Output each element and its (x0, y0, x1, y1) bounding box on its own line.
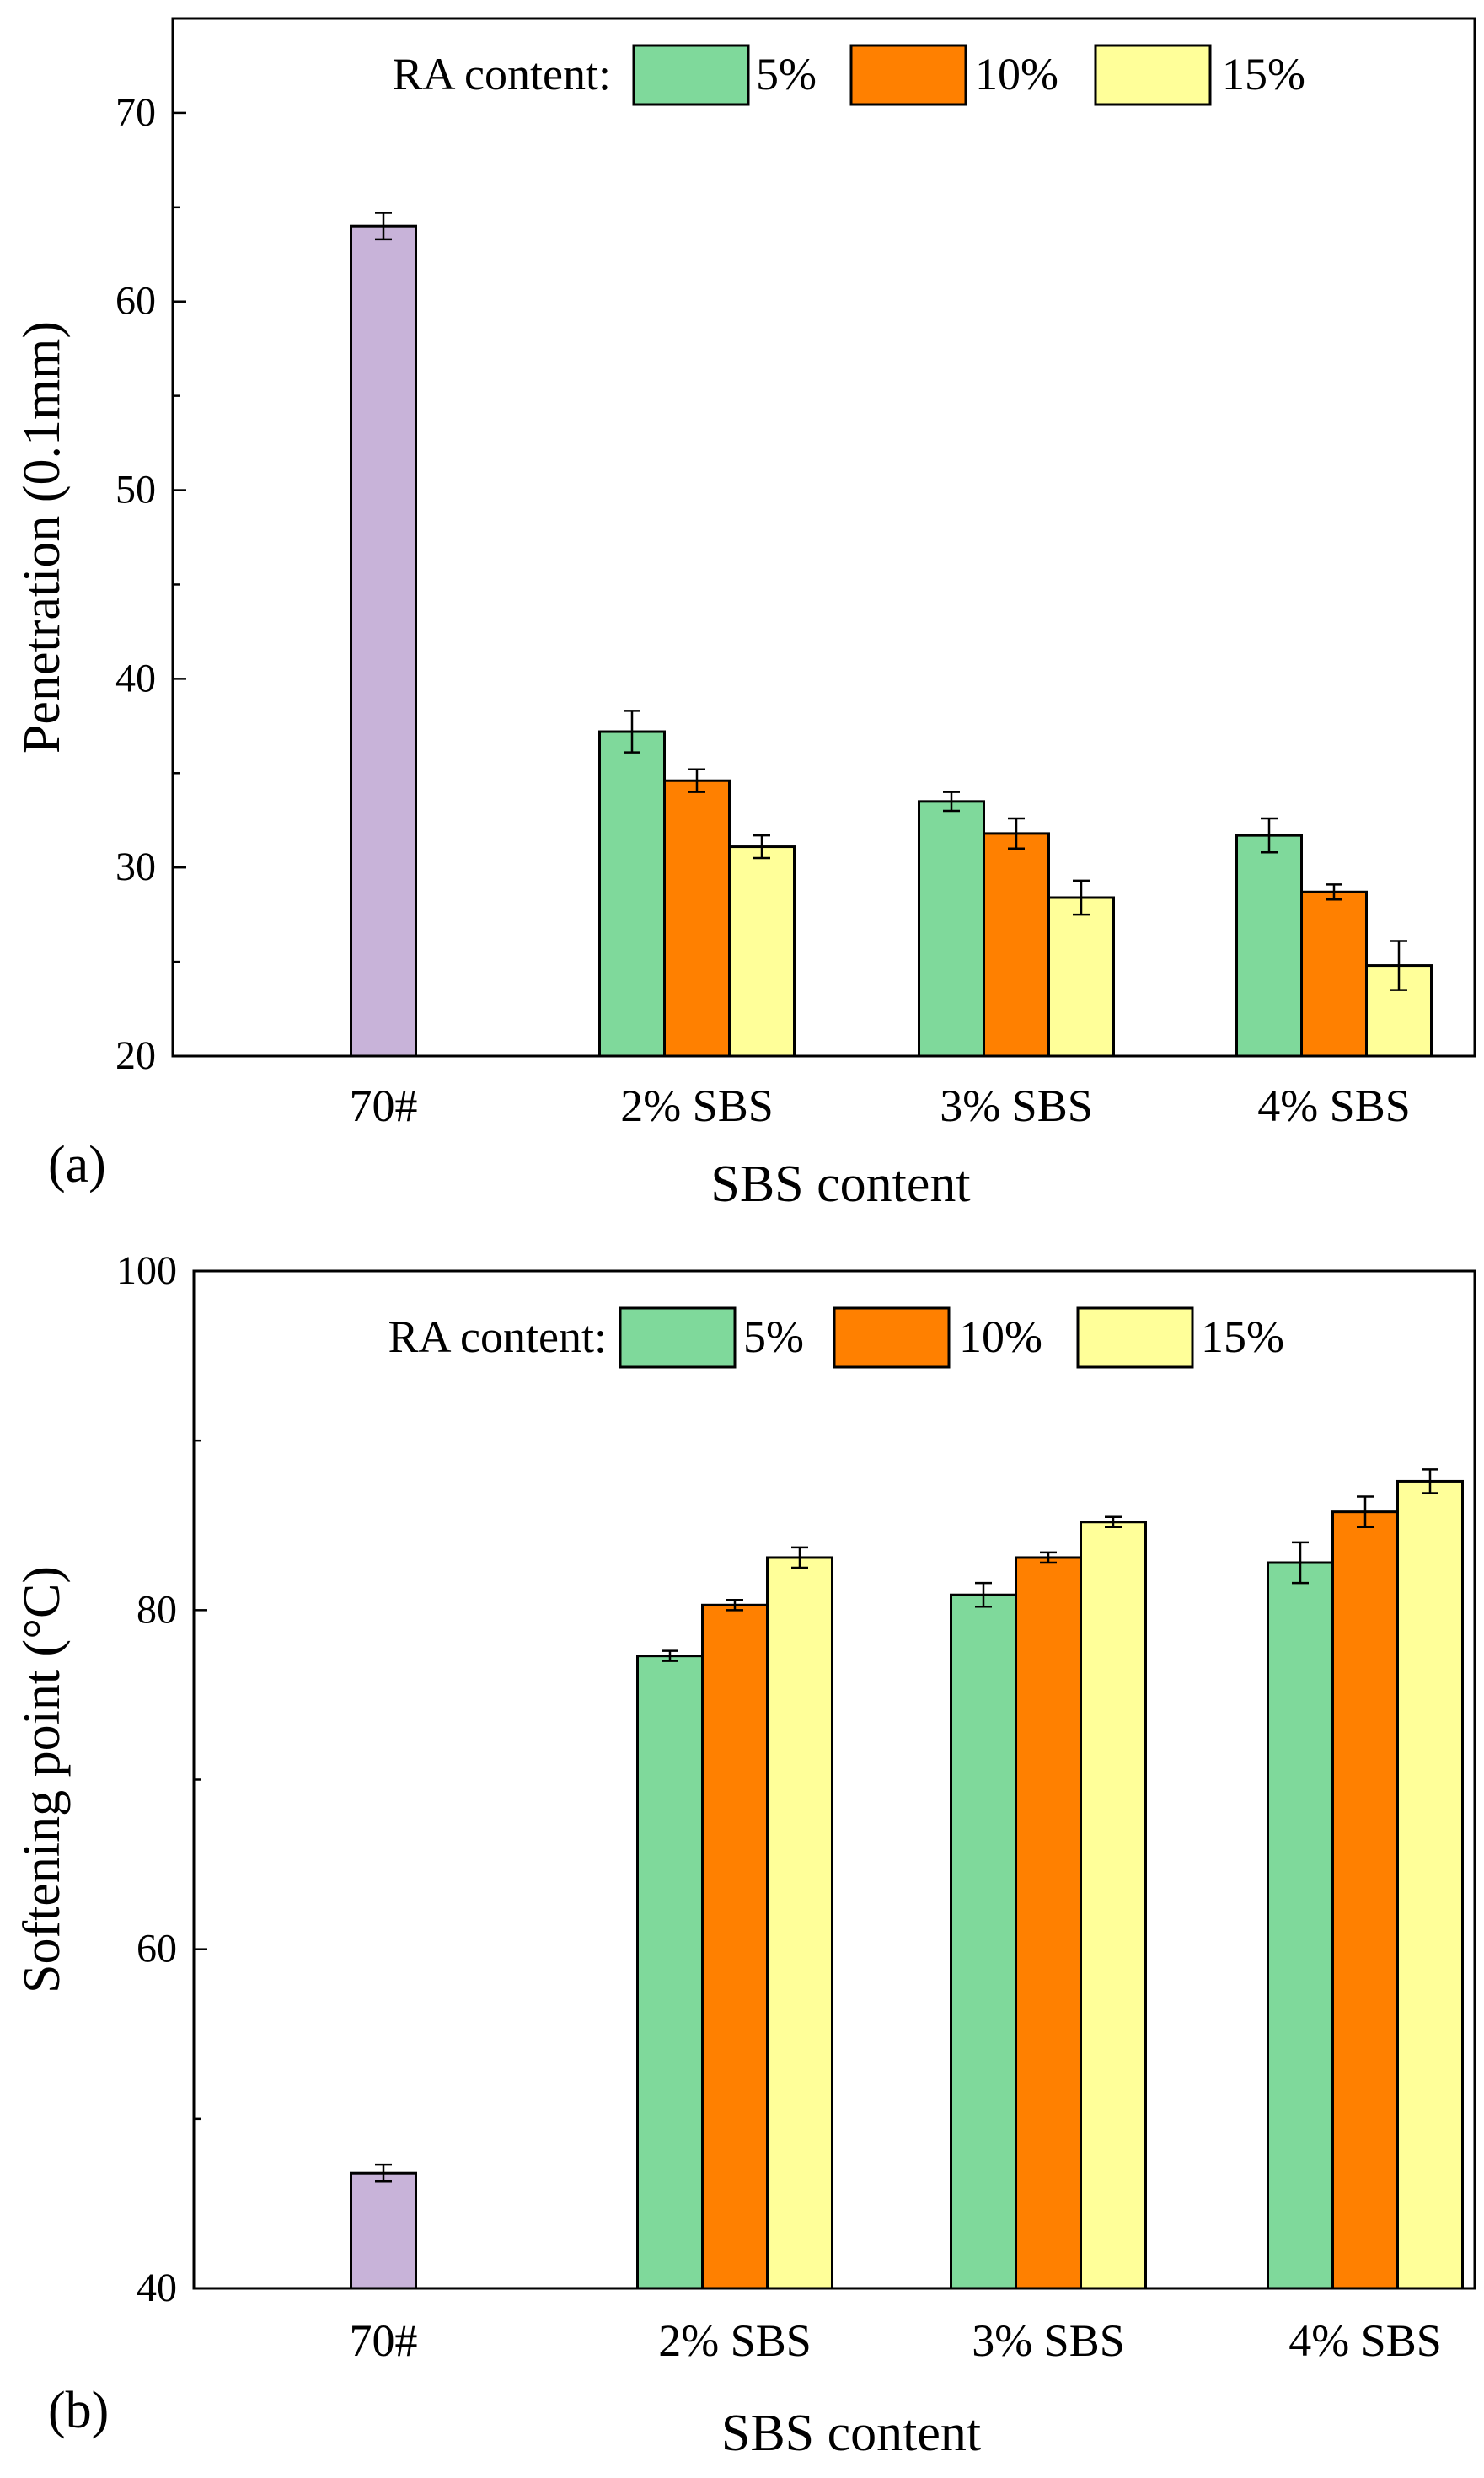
legend-swatch (632, 44, 750, 106)
y-tick-label: 30 (115, 845, 156, 889)
bar-70 (350, 2171, 417, 2290)
bar-10pct (1015, 1556, 1082, 2290)
legend-swatch (1076, 1306, 1194, 1369)
panel-label: (b) (48, 2382, 109, 2439)
x-tick-label: 2% SBS (658, 2315, 812, 2366)
y-tick-label: 40 (137, 2266, 177, 2310)
x-tick-label: 70# (350, 1081, 418, 1131)
plot-frame (171, 17, 1476, 1058)
legend: RA content: 5% 10% 15% (393, 44, 1305, 106)
chart-panel-a: 20 30 40 50 60 70 70# 2% SBS 3% SBS 4% SBS RA cont… (13, 17, 1476, 1213)
x-tick-label: 2% SBS (620, 1081, 774, 1131)
y-axis-label: Softening point (°C) (13, 1566, 71, 1993)
y-tick-label: 50 (115, 468, 156, 512)
x-tick-label: 4% SBS (1288, 2315, 1442, 2366)
y-tick-label: 100 (116, 1248, 177, 1293)
legend-label: 5% (756, 49, 817, 99)
x-tick-label: 3% SBS (940, 1081, 1093, 1131)
legend-title: RA content: (393, 49, 611, 99)
x-tick-label: 70# (350, 2315, 418, 2366)
y-tick-label: 60 (137, 1927, 177, 1971)
x-tick-label: 4% SBS (1257, 1081, 1411, 1131)
bar-10pct (663, 779, 731, 1058)
bar-15pct (728, 845, 796, 1058)
bar-15pct (1047, 896, 1115, 1058)
legend-label: 15% (1222, 49, 1305, 99)
legend-swatch (619, 1306, 737, 1369)
bar-10pct (1331, 1510, 1399, 2290)
legend-label: 10% (975, 49, 1058, 99)
x-axis-label: SBS content (721, 2405, 981, 2462)
bar-15pct (1396, 1479, 1464, 2290)
y-axis-label: Penetration (0.1mm) (13, 321, 71, 754)
bar-15pct (1080, 1521, 1147, 2290)
legend: RA content: 5% 10% 15% (388, 1306, 1284, 1369)
bar-5pct (636, 1655, 704, 2290)
y-tick-label: 80 (137, 1587, 177, 1632)
legend-label: 5% (743, 1311, 804, 1362)
x-axis-label: SBS content (710, 1156, 970, 1213)
x-tick-label: 3% SBS (972, 2315, 1125, 2366)
bar-10pct (1300, 890, 1368, 1058)
bar-15pct (766, 1556, 833, 2290)
y-tick-label: 60 (115, 279, 156, 324)
legend-swatch (833, 1306, 951, 1369)
legend-label: 15% (1201, 1311, 1284, 1362)
legend-swatch (849, 44, 967, 106)
bar-5pct (950, 1593, 1017, 2290)
bar-70 (350, 224, 417, 1058)
bar-5pct (598, 730, 666, 1058)
bar-5pct (1235, 834, 1303, 1058)
legend-swatch (1094, 44, 1212, 106)
y-tick-label: 40 (115, 656, 156, 700)
y-tick-label: 20 (115, 1033, 156, 1078)
panel-label: (a) (48, 1136, 106, 1193)
legend-label: 10% (959, 1311, 1042, 1362)
chart-panel-b: 40 60 80 100 70# 2% SBS 3% SBS 4% SBS RA content… (13, 1248, 1476, 2462)
bar-5pct (918, 800, 985, 1058)
bar-5pct (1267, 1561, 1334, 2290)
y-tick-label: 70 (115, 90, 156, 135)
bar-10pct (701, 1603, 769, 2290)
legend-title: RA content: (388, 1311, 607, 1362)
plot-frame (192, 1269, 1476, 2290)
bar-10pct (983, 832, 1050, 1058)
